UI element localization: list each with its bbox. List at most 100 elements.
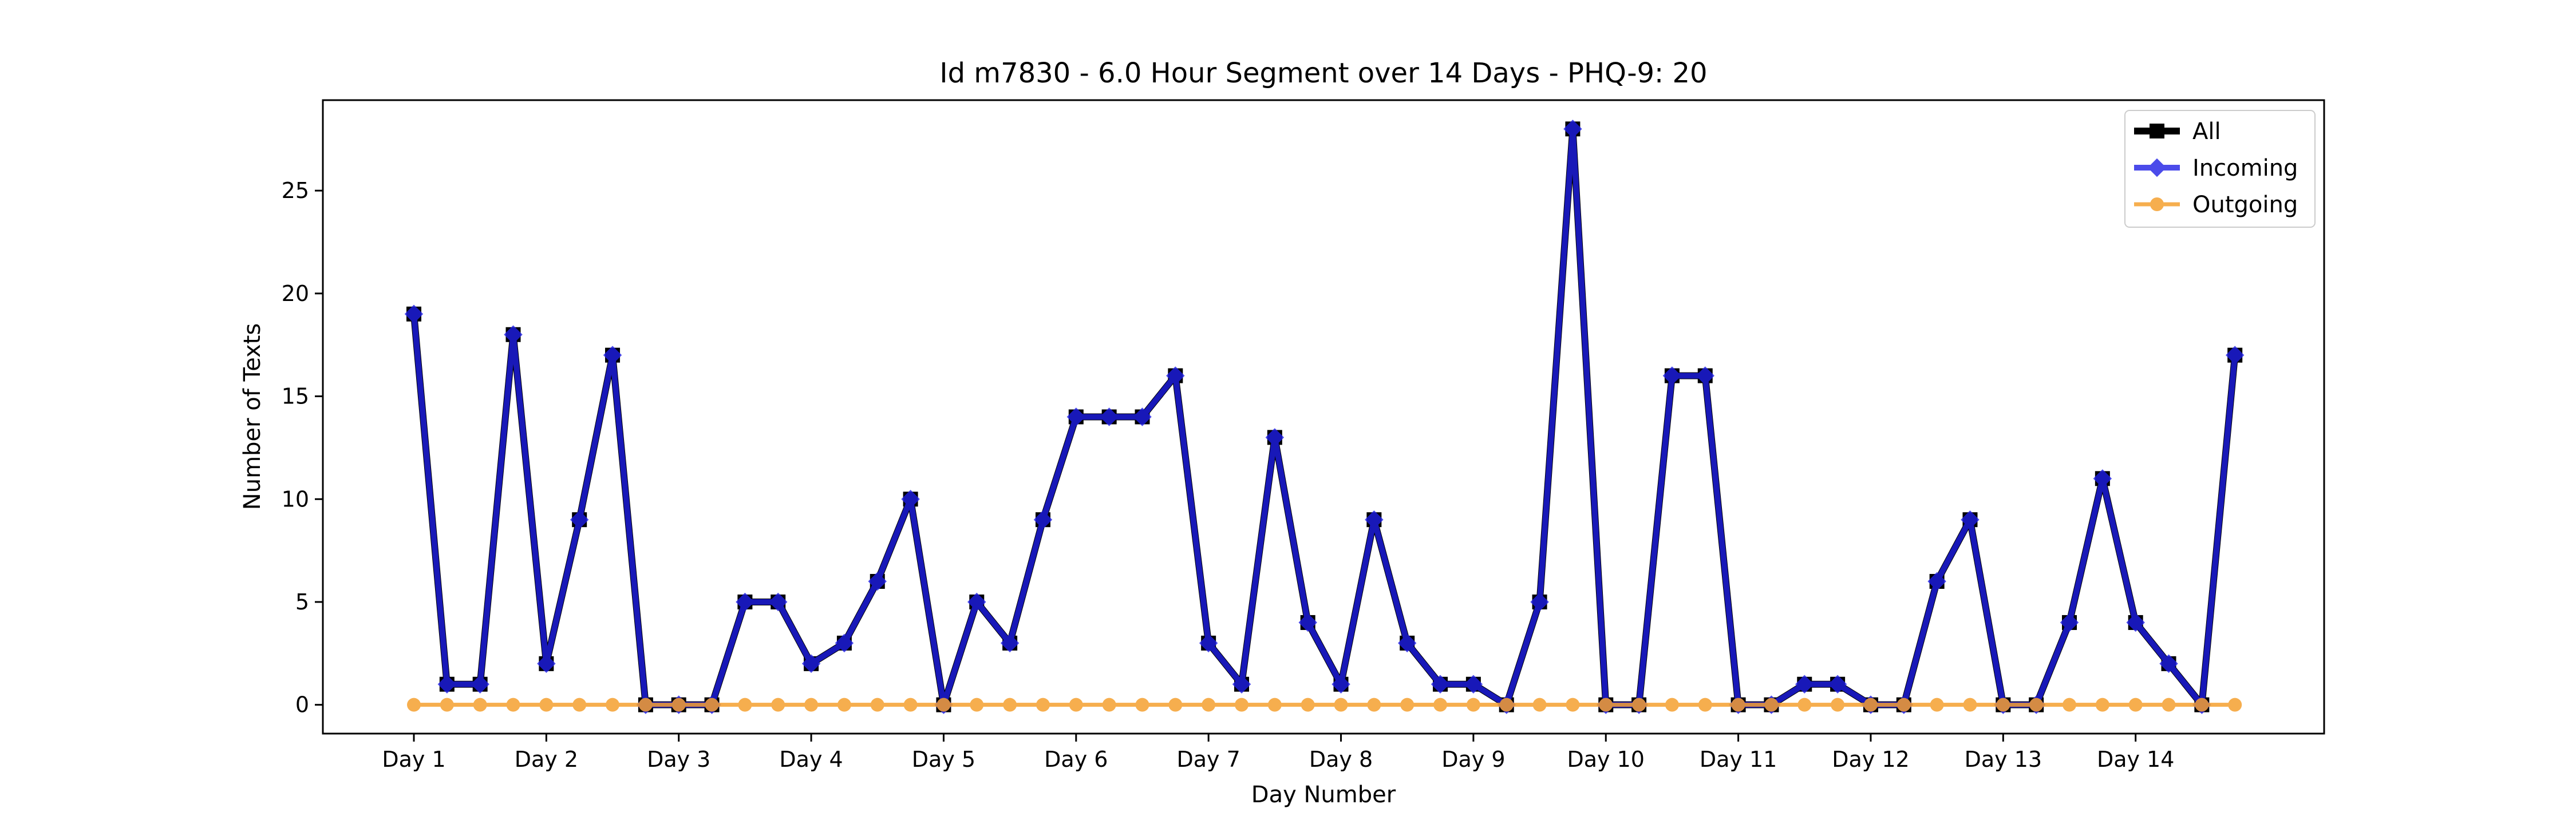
data-point-incoming [1397,633,1417,653]
data-point-outgoing [1632,698,1646,712]
data-point-outgoing [1235,698,1249,712]
data-point-incoming [1662,366,1682,385]
data-point-outgoing [771,698,785,712]
data-point-outgoing [606,698,620,712]
y-tick-label: 0 [295,692,309,718]
legend-swatch-marker-all [2150,124,2164,138]
data-point-outgoing [1102,698,1116,712]
data-point-incoming [801,654,821,674]
data-point-incoming [2126,613,2145,632]
data-point-outgoing [903,698,918,712]
data-point-incoming [1927,572,1946,591]
data-point-incoming [404,304,424,324]
data-point-incoming [603,346,622,365]
data-point-outgoing [2195,698,2209,712]
plot-frame [322,99,2325,735]
y-tick-label: 15 [282,384,309,409]
legend-frame [2124,110,2316,228]
data-point-incoming [1232,675,1251,694]
y-tick-label: 25 [282,178,309,203]
x-tick-label: Day 8 [1309,747,1373,772]
data-point-incoming [2060,613,2079,632]
data-point-outgoing [1996,698,2010,712]
data-point-outgoing [1863,698,1878,712]
data-point-incoming [1365,510,1384,529]
y-tick-label: 10 [282,486,309,512]
data-point-outgoing [1897,698,1911,712]
data-point-incoming [1166,366,1185,385]
data-point-incoming [1298,613,1317,632]
data-point-outgoing [804,698,819,712]
series-line-incoming [411,126,2238,708]
data-point-outgoing [1433,698,1448,712]
data-point-incoming [504,325,523,344]
data-point-outgoing [1831,698,1845,712]
data-point-outgoing [506,698,520,712]
data-point-incoming [2093,469,2112,488]
data-point-incoming [736,592,754,612]
legend-entry-all [2134,124,2180,138]
x-tick-label: Day 5 [912,747,975,772]
data-point-incoming [1828,675,1847,694]
legend-swatch-marker-incoming [2147,158,2167,177]
data-point-outgoing [2228,698,2242,712]
data-point-incoming [1696,366,1715,385]
data-point-outgoing [1764,698,1779,712]
data-point-incoming [2225,346,2245,365]
data-point-outgoing [1036,698,1050,712]
data-point-incoming [1530,592,1549,612]
data-point-outgoing [539,698,554,712]
y-tick-label: 20 [282,281,309,306]
data-point-outgoing [2063,698,2076,712]
legend-label-outgoing: Outgoing [2192,192,2298,218]
data-point-incoming [1265,428,1285,447]
data-point-outgoing [1400,698,1415,712]
x-axis-label: Day Number [1251,782,1396,808]
x-tick-label: Day 10 [1567,747,1645,772]
series-layer [404,120,2245,714]
data-point-incoming [1133,407,1152,426]
data-point-outgoing [1003,698,1017,712]
data-point-outgoing [1168,698,1183,712]
data-point-incoming [1100,407,1119,426]
data-point-incoming [1961,510,1980,529]
data-point-incoming [1563,120,1582,138]
data-point-outgoing [1202,698,1216,712]
data-point-outgoing [2029,698,2044,712]
data-point-incoming [1795,675,1814,694]
data-point-outgoing [1665,698,1679,712]
data-point-incoming [1464,675,1483,694]
x-tick-label: Day 4 [779,747,843,772]
data-point-outgoing [473,698,487,712]
x-axis: Day 1 Day 2 Day 3 Day 4 Day 5 Day 6 Day 7 Day 8… [382,734,2174,772]
data-point-outgoing [1466,698,1480,712]
data-point-incoming [1000,633,1020,653]
chart-title: Id m7830 - 6.0 Hour Segment over 14 Days… [939,57,1707,89]
data-point-incoming [901,490,920,509]
x-tick-label: Day 9 [1441,747,1505,772]
data-point-outgoing [937,698,951,712]
data-point-incoming [1066,407,1086,426]
data-point-outgoing [970,698,984,712]
data-point-outgoing [1135,698,1149,712]
x-tick-label: Day 14 [2097,747,2174,772]
y-axis: 0 5 10 15 20 25 [282,178,323,718]
data-point-outgoing [837,698,851,712]
data-point-outgoing [440,698,454,712]
y-tick-label: 5 [295,589,309,615]
data-point-incoming [768,592,788,612]
data-point-outgoing [1499,698,1514,712]
x-tick-label: Day 1 [382,747,445,772]
data-point-incoming [1033,510,1053,529]
data-point-incoming [1431,675,1450,694]
data-point-outgoing [1069,698,1083,712]
data-point-outgoing [407,698,421,712]
data-point-outgoing [2095,698,2109,712]
y-axis-label: Number of Texts [239,323,266,510]
data-point-incoming [537,654,556,674]
data-point-outgoing [1367,698,1381,712]
data-point-outgoing [1599,698,1613,712]
data-point-outgoing [1532,698,1547,712]
data-point-incoming [868,572,887,591]
data-point-incoming [437,675,457,694]
